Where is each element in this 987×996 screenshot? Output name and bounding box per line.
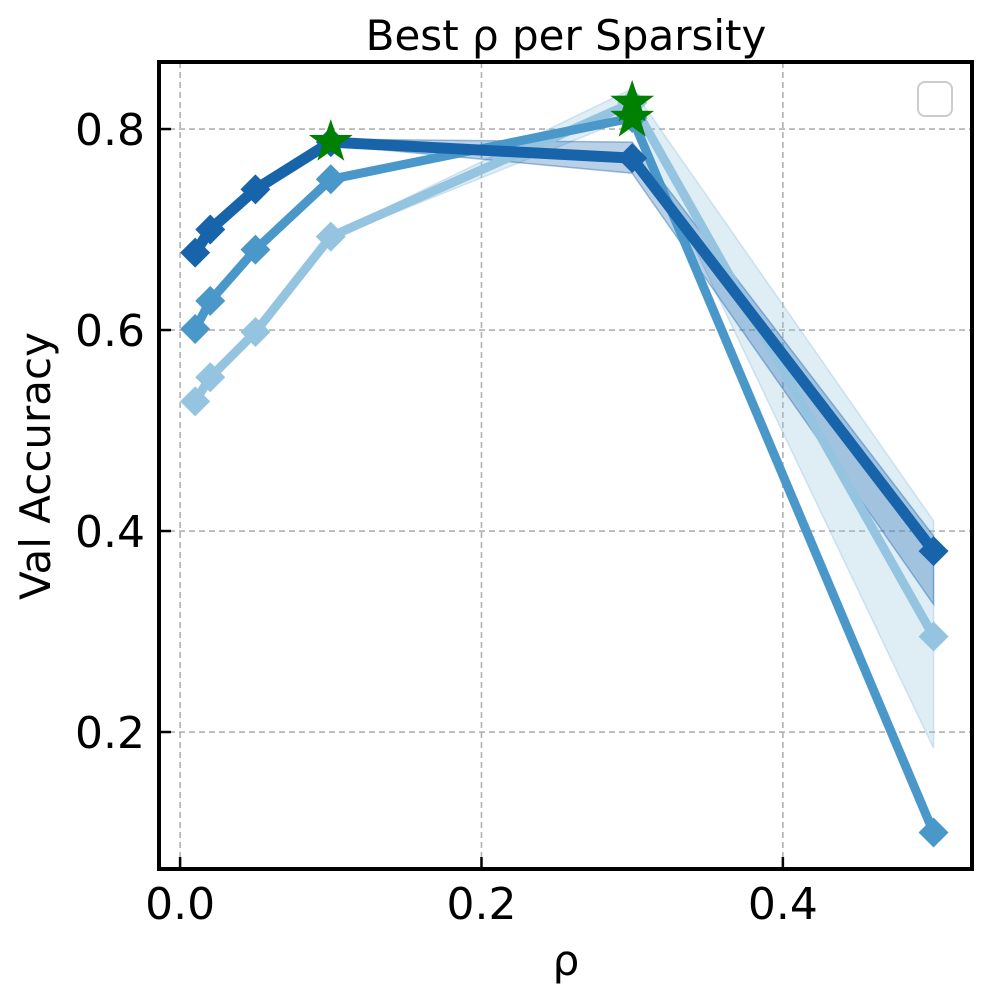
data-point-diamond [240, 234, 271, 265]
data-point-diamond [918, 817, 949, 848]
best-markers [308, 79, 655, 161]
y-tick-label: 0.2 [75, 708, 145, 759]
data-point-diamond [195, 362, 226, 393]
x-tick-label: 0.4 [748, 879, 818, 930]
data-point-diamond [195, 214, 226, 245]
x-tick-label: 0.2 [446, 879, 516, 930]
y-tick-label: 0.8 [75, 105, 145, 156]
y-axis-label: Val Accuracy [11, 332, 60, 600]
x-tick-label: 0.0 [145, 879, 215, 930]
data-point-diamond [918, 621, 949, 652]
legend-box [917, 81, 953, 117]
data-point-diamond [180, 237, 211, 268]
series-lines [180, 87, 949, 848]
data-point-diamond [180, 386, 211, 417]
data-point-diamond [180, 314, 211, 345]
y-tick-label: 0.6 [75, 306, 145, 357]
ticks: 0.0 0.2 0.4 0.2 0.4 0.6 0.8 [75, 105, 818, 930]
plot-frame [157, 60, 974, 871]
data-point-diamond [240, 174, 271, 205]
best-star-marker [308, 119, 353, 161]
best-star-marker [610, 94, 655, 137]
data-point-diamond [617, 143, 648, 174]
chart-title: Best ρ per Sparsity [366, 11, 767, 60]
data-point-diamond [240, 317, 271, 348]
data-point-diamond [315, 221, 346, 252]
data-point-diamond [195, 285, 226, 316]
y-tick-label: 0.4 [75, 507, 145, 558]
data-point-diamond [918, 536, 949, 567]
data-point-diamond [315, 164, 346, 195]
x-axis-label: ρ [553, 936, 580, 985]
